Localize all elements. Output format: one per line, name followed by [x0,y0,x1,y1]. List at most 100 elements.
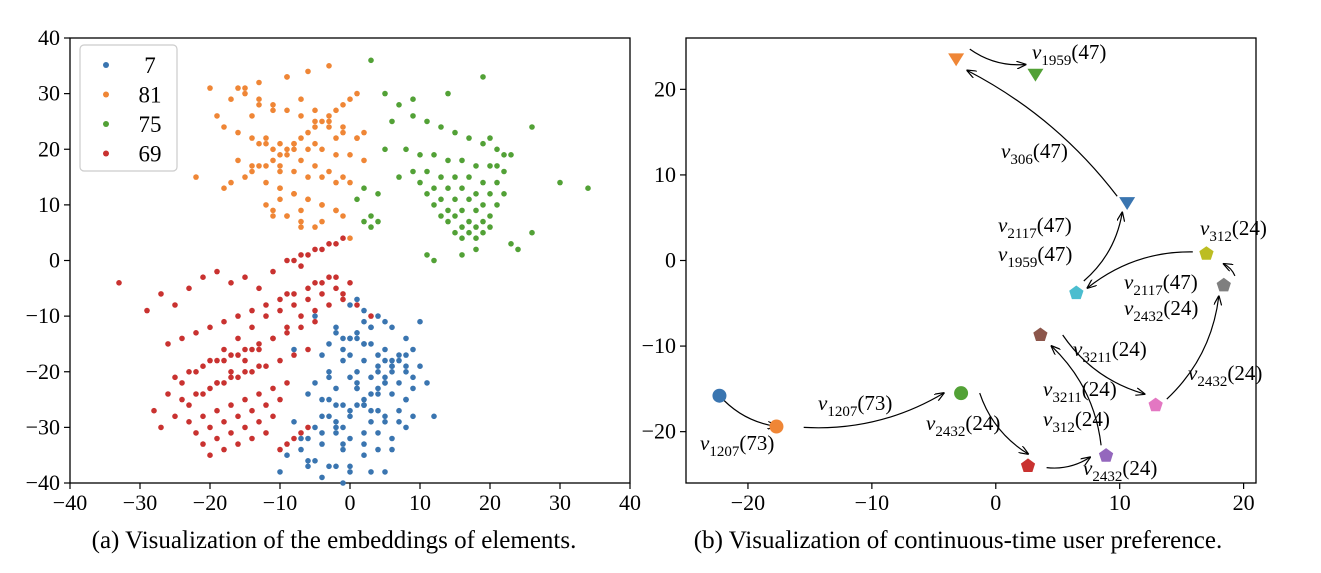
point-series-75 [375,218,381,225]
point-series-7 [368,469,374,475]
point-series-69 [242,346,248,353]
a-xtick-label: 10 [409,490,431,515]
point-series-81 [256,96,262,102]
annotation-sub: 2432 [1092,469,1122,485]
point-series-81 [214,113,220,119]
point-series-7 [368,407,374,414]
point-series-69 [193,369,199,375]
point-series-7 [340,335,346,342]
point-series-75 [501,168,507,175]
point-series-69 [165,341,171,347]
point-series-69 [305,424,311,431]
point-series-7 [298,435,304,442]
point-series-69 [228,369,234,375]
point-annotation: v1207(73) [818,391,892,420]
transition-arrow [1224,264,1236,277]
point-series-69 [249,307,255,314]
point-annotation: v312(24) [1043,407,1110,436]
point-series-75 [459,157,465,164]
legend-marker-75 [103,121,109,127]
annotation-var: v [818,391,828,415]
point-series-81 [221,124,227,130]
point-series-69 [207,324,213,331]
point-series-81 [249,135,255,141]
point-series-69 [256,363,262,370]
chart-b-annotations: v1207(73)v1207(73)v2432(24)v2432(24)v321… [700,40,1267,485]
a-xtick-label: −30 [123,490,157,515]
point-series-69 [235,313,241,319]
point-series-69 [298,263,304,269]
point-series-69 [200,413,206,420]
point-series-7 [347,352,353,358]
transition-arrow [969,48,1026,65]
point-series-69 [256,419,262,425]
annotation-var: v [1032,40,1042,64]
point-series-7 [354,380,360,386]
point-series-7 [382,380,388,386]
point-series-7 [403,363,409,370]
transition-arrow [1046,457,1090,469]
a-ytick-label: 30 [38,81,60,106]
chart-b-points [712,53,1231,472]
point-series-81 [249,168,255,175]
point-series-81 [347,152,353,158]
point-series-81 [340,102,346,108]
point-series-81 [305,174,311,180]
point-series-69 [228,402,234,408]
point-series-69 [291,435,297,442]
point-series-69 [277,307,283,314]
point-series-69 [116,280,122,286]
point-series-75 [396,174,402,180]
point-series-69 [312,318,318,325]
point-series-7 [312,424,318,431]
point-series-75 [487,135,493,141]
annotation-sub: 312 [1052,420,1075,436]
point-series-7 [340,424,346,431]
point-series-81 [207,85,213,91]
point-series-69 [284,441,290,447]
transition-arrow [1083,213,1122,282]
point-series-81 [312,224,318,230]
point-series-69 [172,302,178,308]
b-ytick-label: −20 [642,419,676,444]
b-ytick-label: 0 [665,248,676,273]
point-series-7 [396,352,402,358]
point-series-7 [326,413,332,420]
point-series-7 [389,435,395,442]
point-series-7 [396,357,402,364]
a-ytick-label: 0 [49,248,60,273]
transition-arrow [1052,346,1102,446]
point-series-69 [193,430,199,436]
legend: 7 81 75 69 [79,44,178,172]
point-series-81 [298,96,304,102]
point-series-81 [333,152,339,158]
point-series-69 [193,330,199,336]
annotation-rest: (24) [1122,456,1157,480]
point-series-69 [326,302,332,308]
point-series-81 [326,168,332,175]
point-series-75 [466,196,472,203]
point-series-75 [480,140,486,147]
transition-arrow [1166,296,1219,400]
point-series-69 [291,302,297,308]
point-series-75 [410,96,416,102]
point-series-81 [270,146,276,153]
point-series-69 [305,252,311,258]
point-series-81 [235,85,241,91]
annotation-var: v [926,411,936,435]
point-series-7 [305,391,311,397]
point-series-69 [249,369,255,375]
annotation-rest: (47) [1037,242,1072,266]
point-series-69 [221,318,227,325]
point-series-69 [263,402,269,408]
circle-marker [769,419,784,434]
point-series-81 [326,63,332,69]
point-series-81 [270,102,276,108]
legend-marker-7 [103,62,109,68]
a-ytick-label: 10 [38,192,60,217]
point-series-69 [333,241,339,247]
point-series-69 [256,346,262,353]
point-series-75 [438,124,444,130]
annotation-var: v [1124,296,1134,320]
point-series-75 [452,174,458,180]
